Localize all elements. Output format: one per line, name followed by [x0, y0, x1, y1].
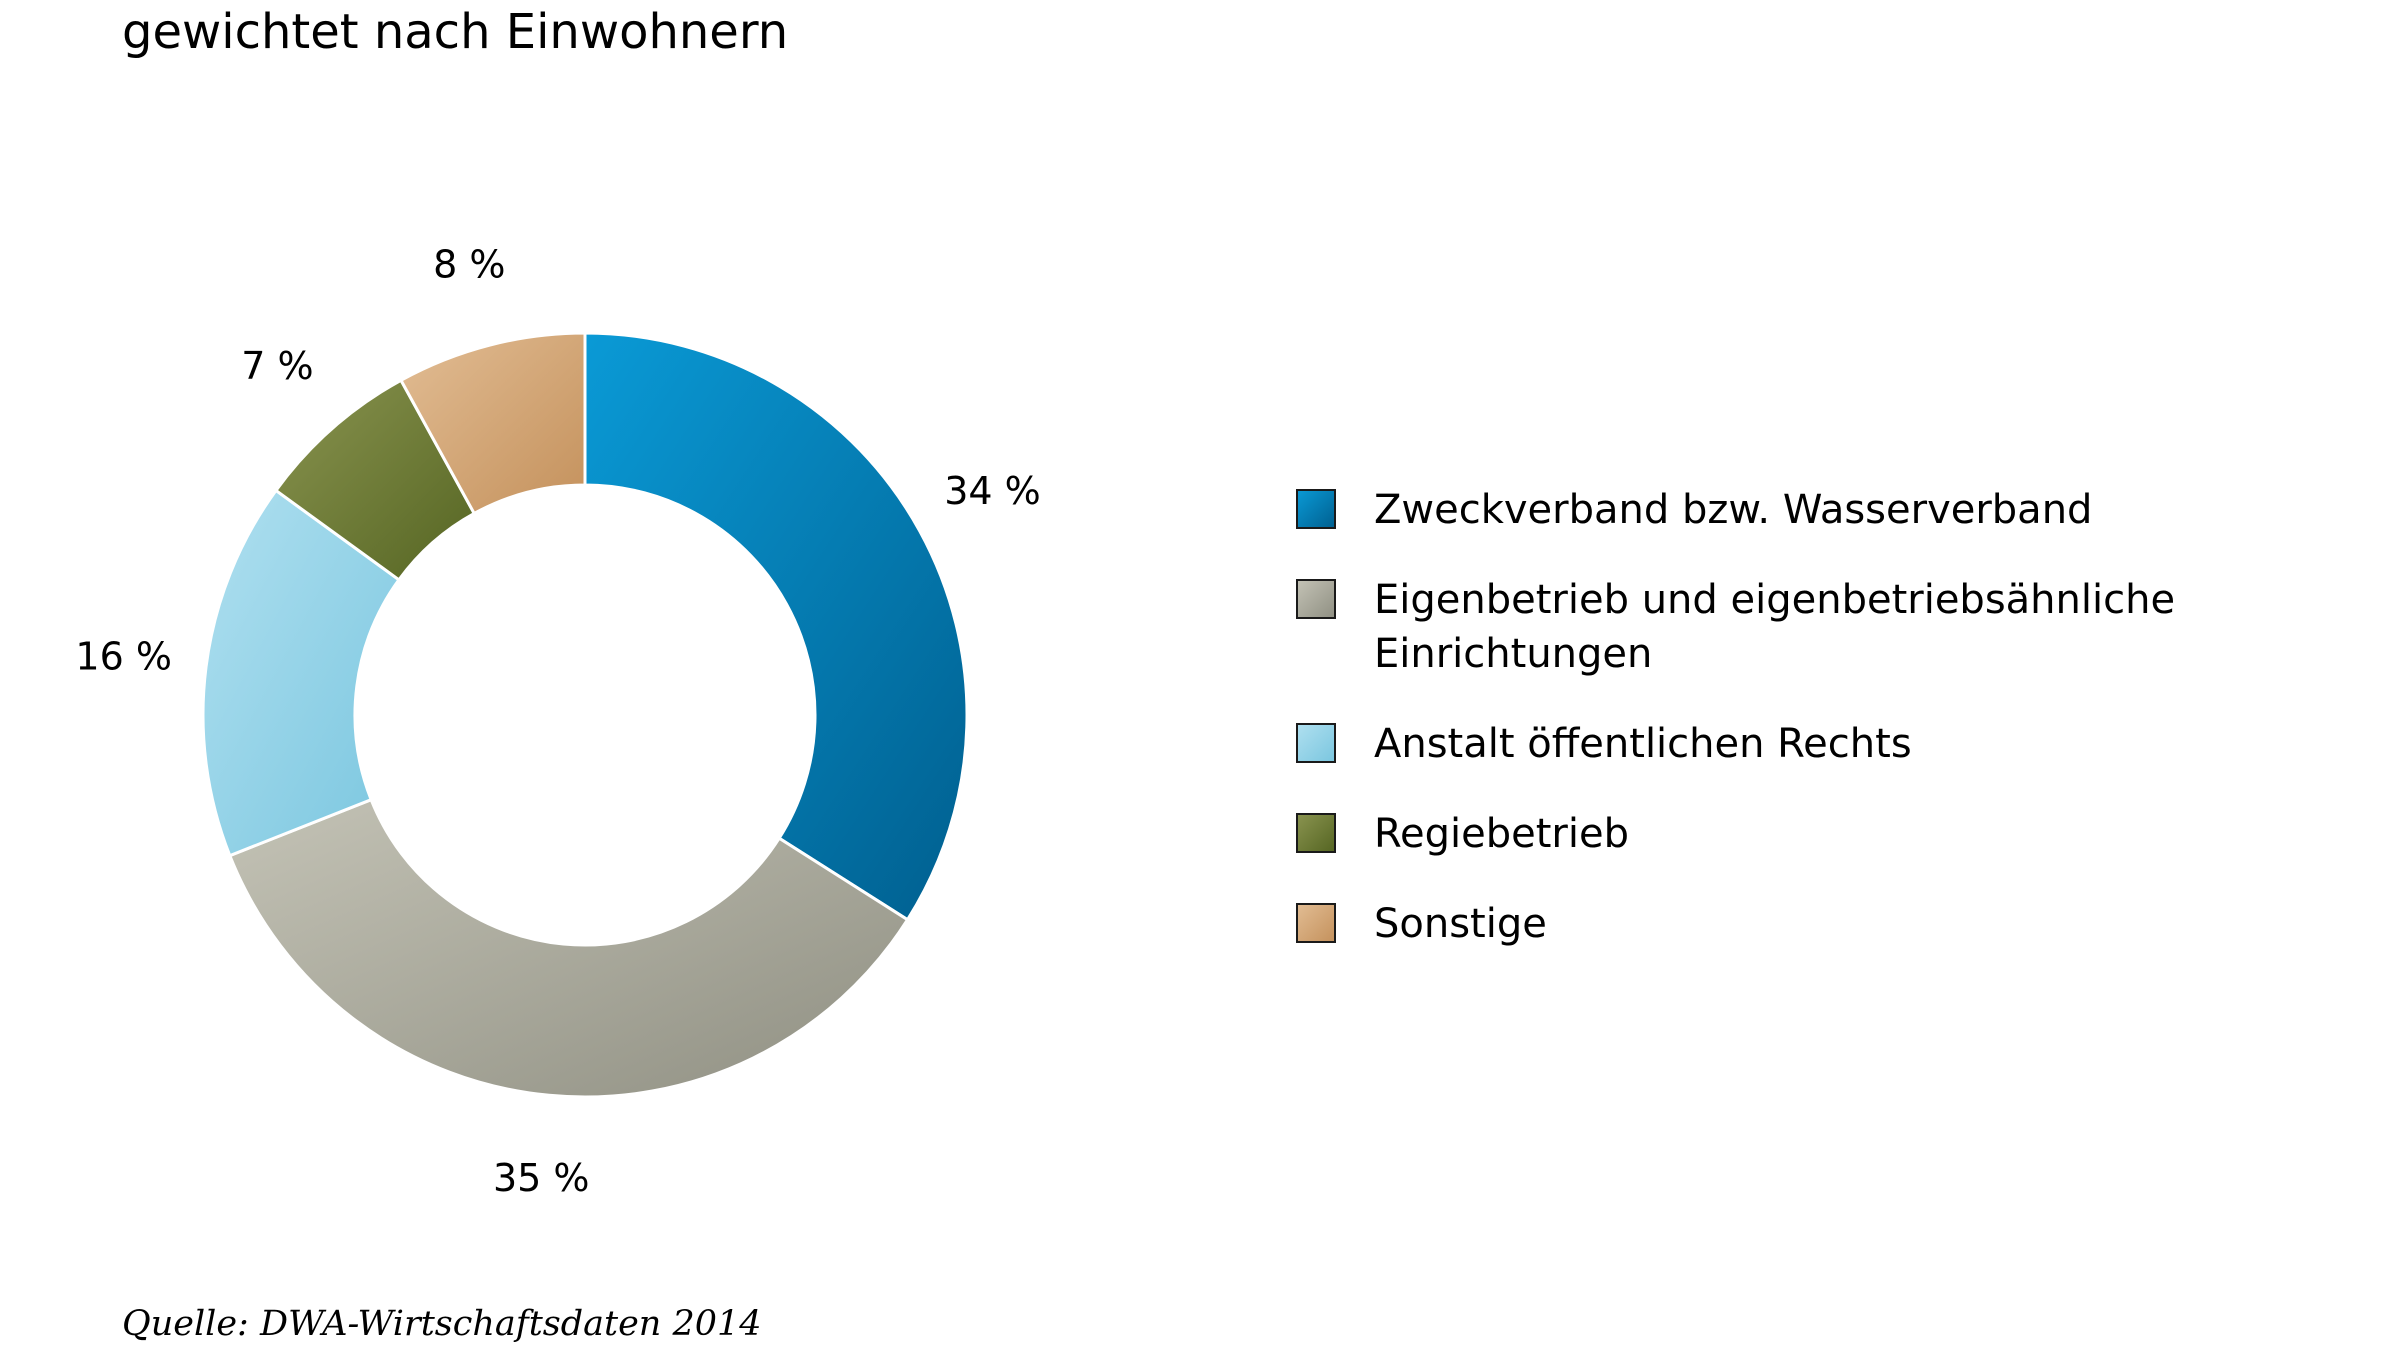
chart-subtitle: gewichtet nach Einwohnern: [122, 4, 788, 60]
slice-value-label: 16 %: [75, 635, 172, 679]
slice-value-label: 34 %: [944, 469, 1041, 513]
legend-label: Sonstige: [1374, 901, 1547, 947]
legend-item-sonstige: Sonstige: [1296, 901, 1547, 947]
legend-swatch: [1296, 723, 1336, 763]
slice-value-label: 8 %: [433, 243, 505, 287]
slice-zweckverband-bzw-wasserverband: [583, 331, 969, 922]
legend-swatch: [1296, 489, 1336, 529]
legend-item-anstalt-oeffentlichen-rechts: Anstalt öffentlichen Rechts: [1296, 721, 1912, 767]
slice-sonstige: [398, 331, 587, 516]
legend-label: Anstalt öffentlichen Rechts: [1374, 721, 1912, 767]
legend-swatch: [1296, 903, 1336, 943]
legend-swatch: [1296, 579, 1336, 619]
slice-eigenbetrieb-und-eigenbetriebsaehnliche-einrichtungen: [227, 797, 910, 1099]
legend-item-eigenbetrieb-und-eigenbetriebsaehnliche-einrichtungen: Eigenbetrieb und eigenbetriebsähnliche Ei…: [1296, 577, 2175, 677]
legend-label: Zweckverband bzw. Wasserverband: [1374, 487, 2092, 533]
source-note: Quelle: DWA-Wirtschaftsdaten 2014: [122, 1304, 762, 1344]
slice-value-label: 7 %: [241, 344, 313, 388]
slice-anstalt-oeffentlichen-rechts: [201, 488, 402, 858]
legend-label: Eigenbetrieb und eigenbetriebsähnliche Ei…: [1374, 577, 2175, 677]
legend-label: Regiebetrieb: [1374, 811, 1629, 857]
legend: Zweckverband bzw. Wasserverband Eigenbetr…: [1296, 487, 2175, 947]
legend-item-regiebetrieb: Regiebetrieb: [1296, 811, 1629, 857]
slice-value-label: 35 %: [493, 1156, 590, 1200]
legend-swatch: [1296, 813, 1336, 853]
legend-item-zweckverband-bzw-wasserverband: Zweckverband bzw. Wasserverband: [1296, 487, 2092, 533]
donut-slices: [201, 331, 969, 1099]
slice-labels: 34 % 35 % 16 % 7 % 8 %: [75, 243, 1040, 1200]
